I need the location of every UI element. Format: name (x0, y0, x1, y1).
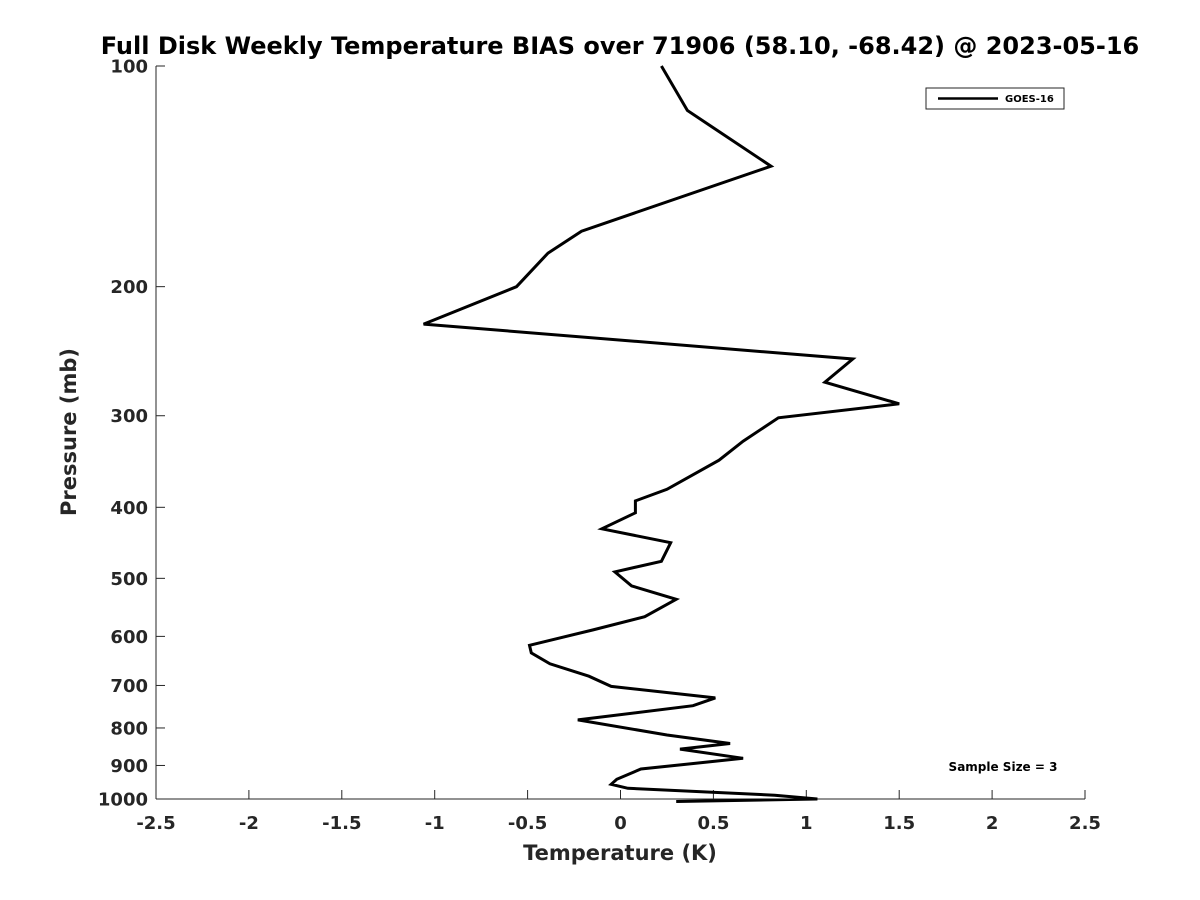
y-axis-label: Pressure (mb) (57, 348, 81, 516)
legend-series-name: GOES-16 (1005, 94, 1054, 105)
y-tick-label: 100 (110, 57, 148, 78)
y-axis-ticks: 100 200 300 400 500 600 700 800 900 1000 (98, 57, 165, 811)
y-tick-label: 1000 (98, 790, 148, 811)
chart-title: Full Disk Weekly Temperature BIAS over 7… (101, 32, 1140, 60)
x-tick-label: 2.5 (1069, 813, 1101, 834)
x-tick-label: 0 (614, 813, 627, 834)
x-axis-ticks: -2.5 -2 -1.5 -1 -0.5 0 0.5 1 1.5 2 2.5 (136, 790, 1101, 834)
y-tick-label: 700 (110, 676, 148, 697)
series-line (423, 65, 900, 803)
x-tick-label: -0.5 (508, 813, 547, 834)
y-tick-label: 600 (110, 627, 148, 648)
x-tick-label: -2 (239, 813, 259, 834)
y-tick-label: 400 (110, 498, 148, 519)
y-tick-label: 800 (110, 718, 148, 739)
legend: GOES-16 (925, 87, 1065, 110)
x-tick-label: 1 (800, 813, 813, 834)
x-tick-label: 2 (986, 813, 999, 834)
sample-size-annotation: Sample Size = 3 (949, 760, 1058, 774)
x-tick-label: 1.5 (883, 813, 915, 834)
x-tick-label: -2.5 (136, 813, 175, 834)
series-layer (423, 65, 900, 803)
x-axis-label: Temperature (K) (523, 841, 717, 865)
x-tick-label: -1 (425, 813, 445, 834)
y-tick-label: 900 (110, 756, 148, 777)
y-tick-label: 500 (110, 569, 148, 590)
y-tick-label: 300 (110, 406, 148, 427)
x-tick-label: 0.5 (697, 813, 729, 834)
x-tick-label: -1.5 (322, 813, 361, 834)
y-tick-label: 200 (110, 277, 148, 298)
